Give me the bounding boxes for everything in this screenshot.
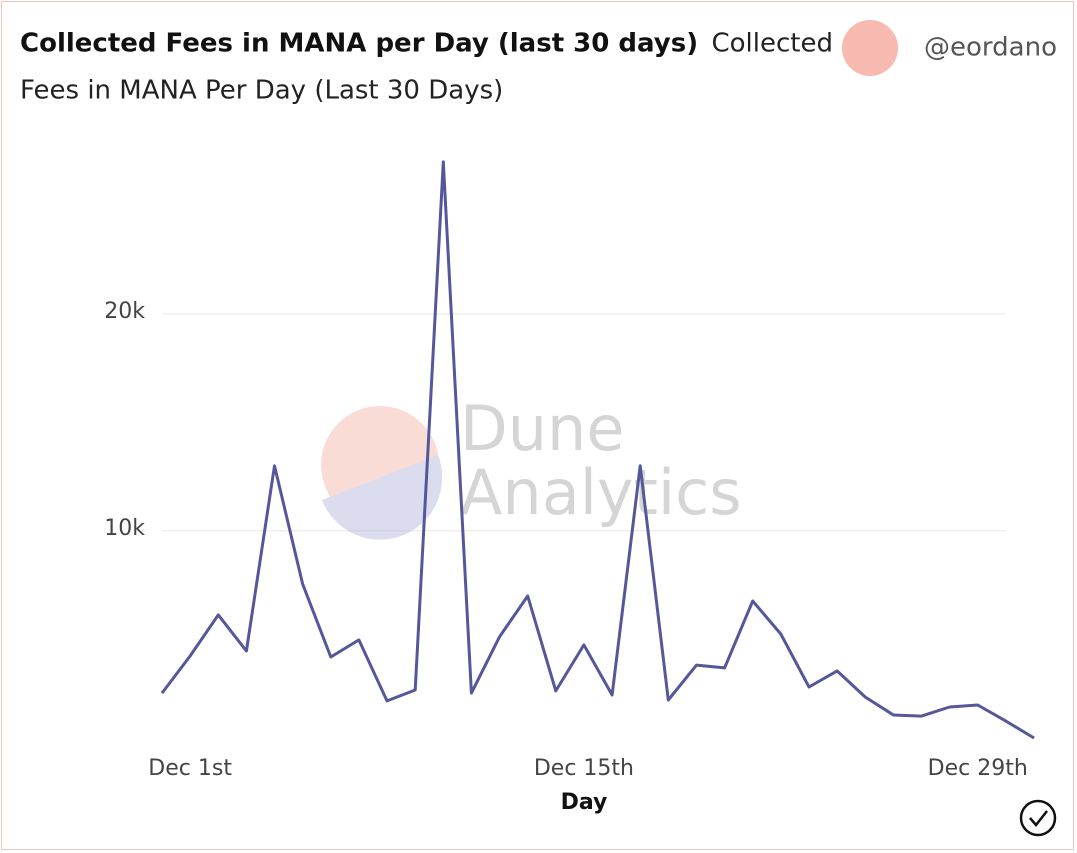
watermark-logo [321,406,439,524]
x-tick-label: Dec 1st [148,756,232,781]
chart-subtitle: Fees in MANA Per Day (Last 30 Days) [20,76,503,106]
y-tick-label: 10k [104,516,145,541]
author: @eordano [924,33,1057,63]
watermark-text: Analytics [460,456,742,529]
check-icon [1029,810,1048,827]
watermark-logo [322,455,443,540]
watermark-text: Dune [460,392,624,465]
series-line [160,160,1035,740]
x-tick-label: Dec 15th [534,756,634,781]
y-tick-label: 20k [104,299,145,324]
legend-label[interactable]: Collected [712,29,834,59]
legend-marker [842,20,898,76]
check-icon[interactable] [1019,799,1057,837]
watermark: Dune Analytics [321,392,742,540]
chart-title: Collected Fees in MANA per Day (last 30 … [20,29,698,59]
x-tick-label: Dec 29th [928,756,1028,781]
x-axis-label: Day [561,790,608,815]
